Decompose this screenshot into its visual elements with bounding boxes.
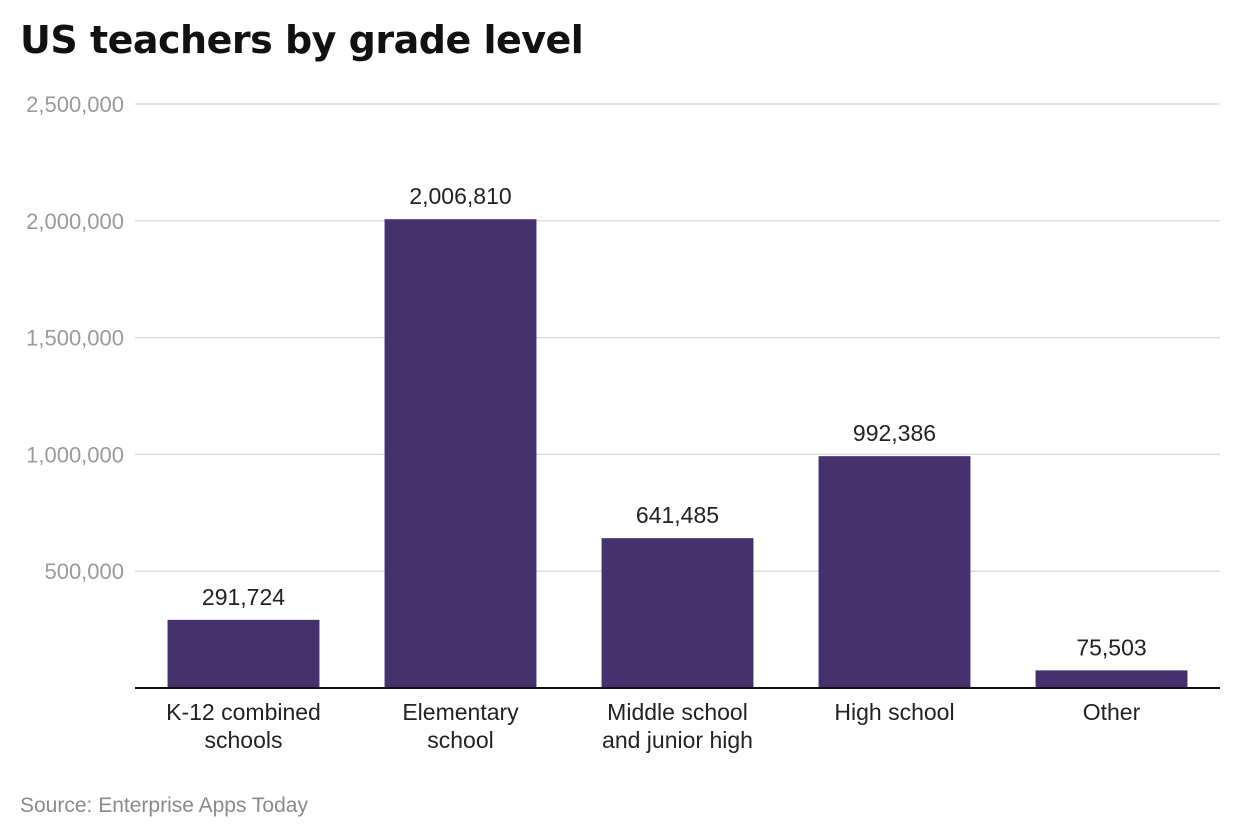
bar [601, 538, 754, 688]
gridlines [135, 103, 1220, 572]
x-axis-ticks: K-12 combined schools Elementary school Midd… [166, 699, 1140, 753]
bars [167, 219, 1188, 689]
y-tick-label: 1,000,000 [26, 442, 124, 467]
x-tick-label-line: Elementary [402, 699, 519, 725]
x-tick-label-line: school [427, 727, 493, 753]
x-tick-label-line: and junior high [602, 727, 753, 753]
x-tick-label-line: K-12 combined [166, 699, 321, 725]
bar-value-label: 992,386 [853, 420, 936, 446]
y-tick-label: 1,500,000 [26, 326, 124, 351]
bar-value-label: 75,503 [1076, 634, 1146, 660]
x-tick-label: High school [834, 699, 954, 725]
x-tick-label: Elementary school [402, 699, 519, 753]
x-tick-label: K-12 combined schools [166, 699, 321, 753]
bar-value-label: 641,485 [636, 502, 719, 528]
bar [167, 619, 320, 688]
x-tick-label: Other [1083, 699, 1141, 725]
bar-value-label: 2,006,810 [409, 183, 511, 209]
x-tick-label: Middle school and junior high [602, 699, 753, 753]
y-axis-ticks: 500,000 1,000,000 1,500,000 2,000,000 2,500,… [26, 92, 124, 584]
y-tick-label: 2,500,000 [26, 92, 124, 117]
bar [1035, 670, 1188, 688]
bar-value-label: 291,724 [202, 584, 285, 610]
bar [384, 219, 537, 689]
y-tick-label: 500,000 [44, 559, 124, 584]
source-note: Source: Enterprise Apps Today [20, 794, 308, 817]
chart-title: US teachers by grade level [20, 18, 584, 62]
value-labels: 291,724 2,006,810 641,485 992,386 75,503 [202, 183, 1147, 660]
y-tick-label: 2,000,000 [26, 209, 124, 234]
x-tick-label-line: Other [1083, 699, 1141, 725]
bar [818, 456, 971, 688]
x-tick-label-line: High school [834, 699, 954, 725]
x-tick-label-line: Middle school [607, 699, 748, 725]
x-tick-label-line: schools [205, 727, 283, 753]
